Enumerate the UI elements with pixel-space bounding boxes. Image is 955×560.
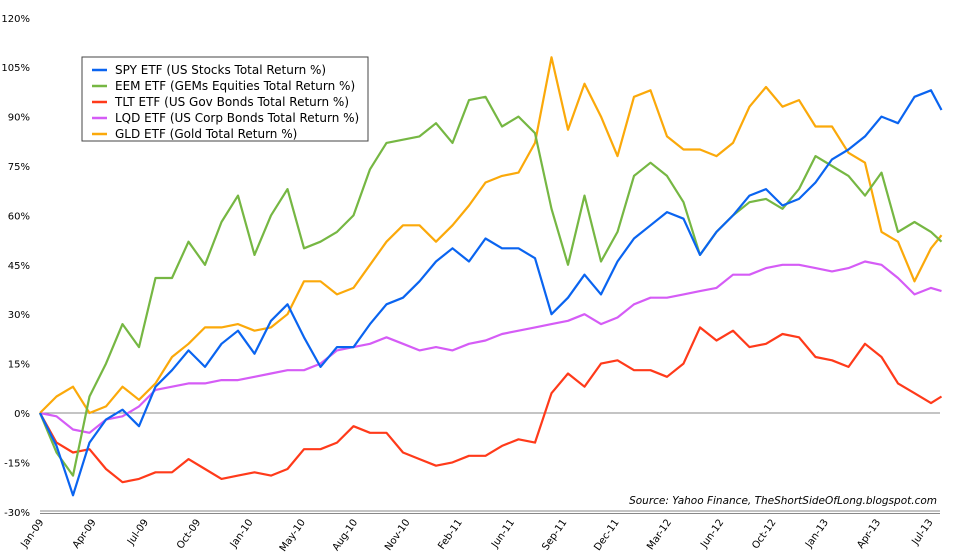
- series-line-gld: [39, 56, 943, 415]
- x-tick-label: Jan-13: [803, 517, 831, 550]
- y-tick-label: -15%: [4, 458, 30, 469]
- x-tick-label: Jun-11: [489, 517, 517, 550]
- x-tick-label: Apr-13: [855, 517, 883, 550]
- y-tick-label: -30%: [4, 508, 30, 519]
- legend-box: [81, 56, 369, 142]
- y-tick-label: 15%: [8, 360, 30, 371]
- y-tick-label: 30%: [8, 310, 30, 321]
- y-tick-label: 105%: [1, 63, 30, 74]
- y-tick-label: 45%: [8, 261, 30, 272]
- y-tick-label: 60%: [8, 211, 30, 222]
- legend-label: EEM ETF (GEMs Equities Total Return %): [115, 79, 355, 93]
- series-lines: [38, 56, 943, 497]
- x-tick-label: Mar-12: [645, 517, 674, 552]
- x-tick-label: Jul-13: [910, 517, 936, 547]
- x-tick-label: Jan-09: [19, 517, 47, 550]
- source-annotation: Source: Yahoo Finance, TheShortSideOfLon…: [629, 495, 937, 507]
- x-tick-label: Sep-11: [540, 517, 569, 552]
- x-tick-label: Oct-12: [750, 517, 778, 551]
- y-tick-label: 0%: [14, 409, 30, 420]
- x-tick-label: Oct-09: [175, 517, 203, 551]
- x-tick-label: Jul-09: [125, 517, 151, 547]
- legend: SPY ETF (US Stocks Total Return %) EEM ET…: [81, 56, 369, 142]
- y-tick-label: 75%: [8, 162, 30, 173]
- x-axis-line: [40, 510, 940, 514]
- x-tick-label: Jan-10: [228, 517, 256, 550]
- y-tick-label: 90%: [8, 113, 30, 124]
- x-tick-label: Dec-11: [592, 517, 621, 553]
- x-tick-label: Apr-09: [71, 517, 99, 550]
- series-line-tlt: [39, 326, 943, 484]
- y-axis-ticks: 120% 105% 90% 75% 60% 45% 30% 15% 0% -15% -30%: [1, 14, 30, 519]
- series-line-lqd: [39, 260, 942, 434]
- legend-label: SPY ETF (US Stocks Total Return %): [115, 63, 326, 77]
- x-tick-label: Jun-12: [698, 517, 726, 550]
- x-tick-label: Nov-10: [383, 517, 412, 552]
- x-axis-ticks: Jan-09 Apr-09 Jul-09 Oct-09 Jan-10 May-10 Aug-…: [19, 517, 936, 553]
- x-tick-label: Aug-10: [331, 517, 361, 553]
- series-line-eem: [38, 95, 943, 477]
- legend-label: TLT ETF (US Gov Bonds Total Return %): [114, 95, 349, 109]
- legend-label: GLD ETF (Gold Total Return %): [115, 127, 297, 141]
- y-tick-label: 120%: [1, 14, 30, 25]
- x-tick-label: May-10: [278, 517, 308, 553]
- legend-label: LQD ETF (US Corp Bonds Total Return %): [115, 111, 359, 125]
- x-tick-label: Feb-11: [436, 517, 465, 551]
- series-line-spy: [39, 89, 943, 497]
